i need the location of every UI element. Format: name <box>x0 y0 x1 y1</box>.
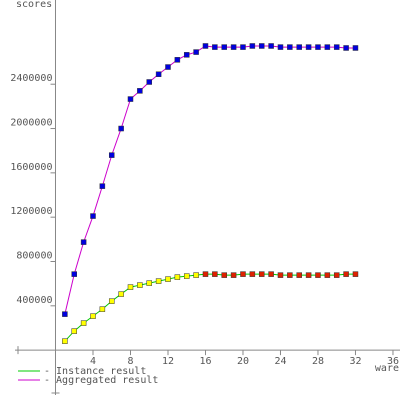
x-axis-label: ware <box>375 363 399 374</box>
point <box>212 44 218 50</box>
point <box>118 291 124 297</box>
y-axis-label: scores <box>16 0 52 10</box>
point <box>305 44 312 50</box>
point <box>249 271 256 277</box>
legend-label: - Aggregated result <box>44 375 158 386</box>
point <box>146 280 152 286</box>
x-tick-label: 32 <box>349 356 361 367</box>
point <box>137 88 143 94</box>
y-tick-label: 1200000 <box>10 206 52 217</box>
point <box>240 271 246 277</box>
point <box>305 272 312 278</box>
point <box>193 49 199 55</box>
point <box>118 125 124 132</box>
point <box>183 273 190 279</box>
point <box>62 311 68 317</box>
point <box>268 271 274 277</box>
point <box>287 44 293 50</box>
point <box>324 272 331 278</box>
point <box>221 44 227 50</box>
point <box>155 278 162 284</box>
point <box>202 43 209 49</box>
point <box>296 44 302 50</box>
point <box>240 44 246 50</box>
point <box>146 79 152 85</box>
x-tick-label: 24 <box>274 356 286 367</box>
point <box>230 272 237 278</box>
y-tick-label: 400000 <box>16 295 52 306</box>
x-tick-label: 8 <box>127 356 133 367</box>
y-tick-label: 800000 <box>16 250 52 261</box>
point <box>343 271 349 277</box>
point <box>71 271 77 277</box>
point <box>333 44 340 50</box>
point <box>137 282 143 288</box>
point <box>277 44 284 50</box>
point <box>127 284 134 290</box>
point <box>90 213 96 219</box>
point <box>249 43 256 49</box>
point <box>174 274 181 280</box>
point <box>99 183 106 189</box>
point <box>71 328 77 334</box>
x-tick-label: 28 <box>312 356 324 367</box>
point <box>202 271 209 277</box>
point <box>296 272 302 278</box>
point <box>127 96 134 102</box>
point <box>221 272 227 278</box>
point <box>268 43 274 49</box>
point <box>80 320 87 326</box>
point <box>352 45 359 51</box>
y-tick-label: 1600000 <box>10 162 52 173</box>
point <box>108 152 115 158</box>
point <box>315 272 321 278</box>
point <box>90 313 96 319</box>
x-tick-label: 16 <box>199 356 211 367</box>
legend-label: - Instance result <box>44 366 146 377</box>
point <box>212 271 218 277</box>
point <box>108 298 115 304</box>
y-tick-label: 2000000 <box>10 118 52 129</box>
point <box>287 272 293 278</box>
point <box>80 239 87 245</box>
point <box>183 52 190 58</box>
point <box>165 64 171 70</box>
x-tick-label: 12 <box>162 356 174 367</box>
point <box>352 271 359 277</box>
point <box>258 43 265 49</box>
y-tick-label: 2400000 <box>10 73 52 84</box>
point <box>165 276 171 282</box>
point <box>155 71 162 77</box>
point <box>258 271 265 277</box>
point <box>193 272 199 278</box>
point <box>343 45 349 51</box>
point <box>277 272 284 278</box>
point <box>174 57 181 63</box>
point <box>99 306 106 312</box>
point <box>230 44 237 50</box>
point <box>315 44 321 50</box>
point <box>324 44 331 50</box>
point <box>62 338 68 344</box>
x-tick-label: 20 <box>237 356 249 367</box>
x-tick-label: 4 <box>90 356 96 367</box>
x-tick-label: 36 <box>387 356 399 367</box>
point <box>333 272 340 278</box>
